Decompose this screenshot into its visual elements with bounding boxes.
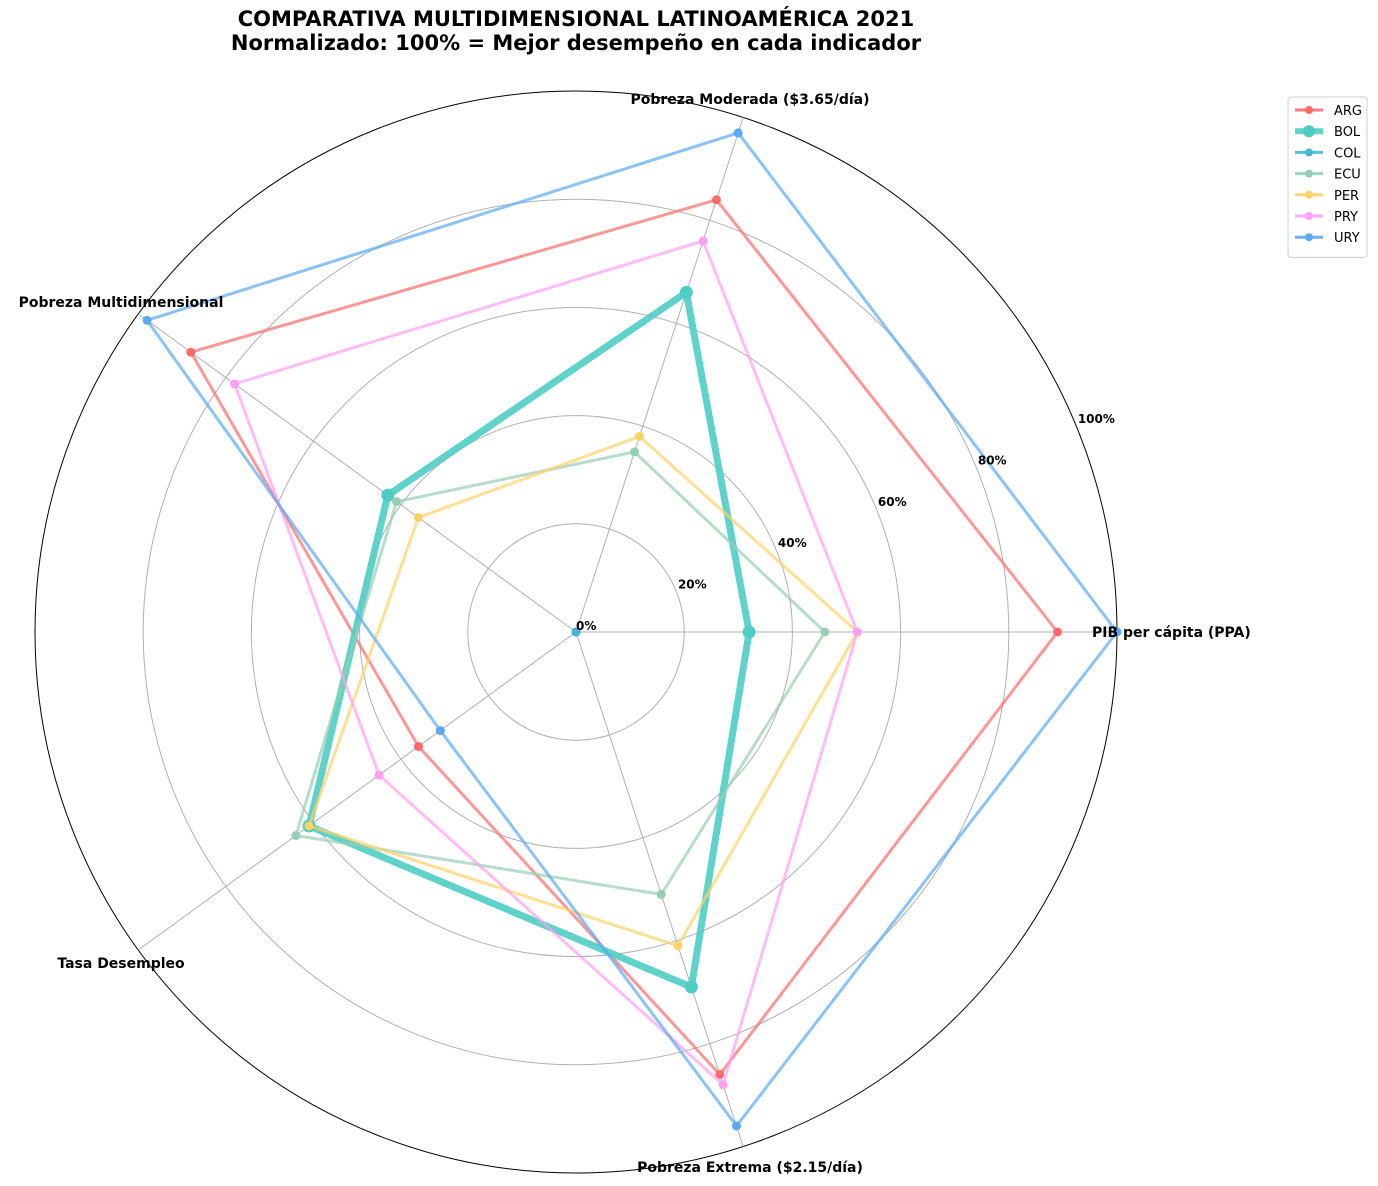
radial-tick-label: 80% (978, 453, 1007, 467)
axis-label: Pobreza Extrema ($2.15/día) (637, 1160, 863, 1176)
legend-label: PER (1334, 189, 1359, 204)
series-bol (302, 285, 756, 994)
data-point (1052, 627, 1062, 637)
radial-tick-label: 40% (778, 536, 807, 550)
legend-entry: URY (1295, 231, 1360, 246)
data-point (698, 236, 708, 246)
series-line (293, 450, 827, 897)
legend-label: PRY (1334, 210, 1358, 225)
data-point (718, 1080, 728, 1090)
data-point (679, 285, 693, 299)
data-point (820, 627, 830, 637)
data-point (230, 379, 240, 389)
data-point (630, 447, 640, 457)
chart-subtitle: Normalizado: 100% = Mejor desempeño en c… (231, 31, 922, 55)
radial-tick-label: 100% (1078, 412, 1115, 426)
radial-tick-label: 60% (878, 495, 907, 509)
legend-swatch-marker (1305, 106, 1313, 114)
data-point (742, 625, 756, 639)
legend-entry: ARG (1295, 104, 1362, 119)
series-line (188, 198, 1060, 1077)
series-line (144, 131, 1119, 1129)
series-line (307, 434, 860, 948)
data-point (435, 726, 445, 736)
series-line (232, 239, 859, 1088)
data-point (381, 488, 395, 502)
axis-label: Tasa Desempleo (57, 956, 185, 972)
data-point (731, 1121, 741, 1131)
grid-spoke (138, 313, 577, 633)
data-point (142, 315, 152, 325)
grid-spoke (575, 631, 744, 1147)
legend-entry: ECU (1295, 168, 1361, 183)
data-point (635, 431, 645, 441)
legend-label: URY (1334, 231, 1360, 246)
legend-label: ECU (1334, 168, 1361, 183)
axis-label: Pobreza Multidimensional (19, 295, 224, 311)
legend-entry: COL (1295, 146, 1361, 161)
series-ecu (291, 447, 830, 899)
legend-swatch-marker (1305, 212, 1313, 220)
axis-label: Pobreza Moderada ($3.65/día) (631, 92, 870, 108)
data-point (715, 1069, 725, 1079)
data-point (684, 980, 698, 994)
data-point (673, 941, 683, 951)
legend-entry: PRY (1295, 210, 1358, 225)
data-point (291, 831, 301, 841)
data-point (304, 821, 314, 831)
radar-labels: 0% 20% 40% 60% 80% 100% PIB per cápita (PPA) Po… (19, 92, 1251, 1176)
radar-series (142, 128, 1122, 1131)
legend-entry: PER (1295, 189, 1359, 204)
legend: ARG BOL COL ECU PER PRY URY (1287, 96, 1368, 258)
data-point (852, 627, 862, 637)
legend-swatch-marker (1305, 233, 1313, 242)
data-point (733, 128, 743, 138)
data-point (374, 770, 384, 780)
legend-label: ARG (1334, 104, 1362, 119)
data-point (571, 627, 581, 637)
radar-grid (34, 90, 1118, 1174)
data-point (186, 347, 196, 357)
data-point (656, 889, 666, 899)
grid-spoke (138, 631, 577, 951)
legend-swatch-marker (1305, 148, 1313, 157)
legend-label: COL (1334, 146, 1361, 161)
series-pry (230, 236, 862, 1090)
legend-entry: BOL (1295, 125, 1361, 140)
chart-title: COMPARATIVA MULTIDIMENSIONAL LATINOAMÉRI… (238, 6, 914, 31)
axis-label: PIB per cápita (PPA) (1092, 625, 1251, 641)
data-point (413, 741, 423, 751)
radial-tick-label: 20% (678, 578, 707, 592)
data-point (413, 513, 423, 523)
data-point (392, 497, 402, 507)
series-ury (142, 128, 1122, 1131)
data-point (711, 195, 721, 205)
data-point (1112, 627, 1122, 637)
radial-tick-label: 0% (576, 619, 596, 633)
legend-swatch-marker (1305, 169, 1313, 178)
legend-label: BOL (1334, 125, 1361, 140)
series-arg (186, 195, 1062, 1079)
series-col (571, 627, 581, 637)
legend-swatch-marker (1305, 190, 1313, 199)
legend-swatch-marker (1303, 125, 1315, 138)
grid-spoke (575, 117, 744, 633)
